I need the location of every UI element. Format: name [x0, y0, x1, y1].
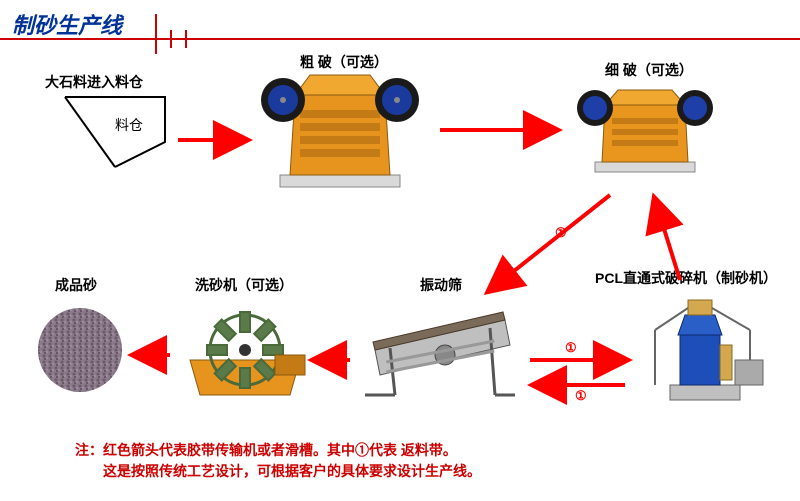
return-mark-1: ① [565, 340, 577, 356]
return-mark-2: ① [575, 388, 587, 404]
return-mark-3: ① [555, 225, 567, 241]
flow-arrows [0, 0, 800, 501]
footnote: 注：红色箭头代表胶带传输机或者滑槽。其中①代表 返料带。 注：这是按照传统工艺设… [75, 440, 481, 482]
note-line1: 红色箭头代表胶带传输机或者滑槽。其中①代表 返料带。 [103, 442, 457, 458]
note-prefix: 注： [75, 442, 103, 458]
note-line2: 这是按照传统工艺设计，可根据客户的具体要求设计生产线。 [103, 463, 481, 479]
